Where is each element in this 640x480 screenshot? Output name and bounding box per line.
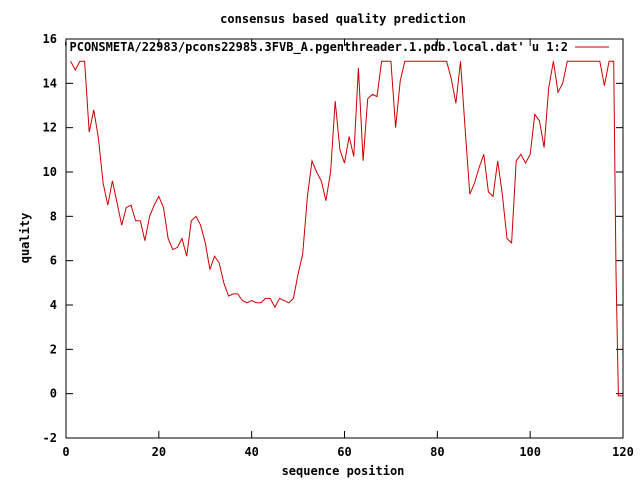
y-tick-label: -2 [43, 431, 57, 445]
x-tick-label: 60 [337, 445, 351, 459]
y-tick-label: 8 [50, 209, 57, 223]
x-tick-label: 0 [62, 445, 69, 459]
y-tick-label: 4 [50, 298, 57, 312]
legend-entry-label: 'PCONSMETA/22983/pcons22983.3FVB_A.pgent… [62, 40, 568, 55]
y-tick-label: 10 [43, 165, 57, 179]
x-axis-ticks: 0 20 40 60 80 100 120 [62, 39, 634, 459]
legend: 'PCONSMETA/22983/pcons22983.3FVB_A.pgent… [62, 40, 609, 55]
y-axis-ticks: -2 0 2 4 6 8 10 12 14 16 [43, 32, 623, 445]
x-tick-label: 120 [612, 445, 634, 459]
x-tick-label: 80 [430, 445, 444, 459]
plot-frame [65, 38, 624, 439]
x-axis-label: sequence position [282, 464, 405, 478]
x-tick-label: 20 [152, 445, 166, 459]
y-axis-label: quality [18, 213, 32, 264]
chart-title: consensus based quality prediction [220, 12, 466, 26]
y-tick-label: 12 [43, 121, 57, 135]
x-tick-label: 40 [244, 445, 258, 459]
x-tick-label: 100 [519, 445, 541, 459]
y-tick-label: 14 [43, 76, 57, 90]
series-line [70, 60, 623, 397]
y-tick-label: 2 [50, 342, 57, 356]
y-tick-label: 16 [43, 32, 57, 46]
y-tick-label: 6 [50, 254, 57, 268]
y-tick-label: 0 [50, 387, 57, 401]
